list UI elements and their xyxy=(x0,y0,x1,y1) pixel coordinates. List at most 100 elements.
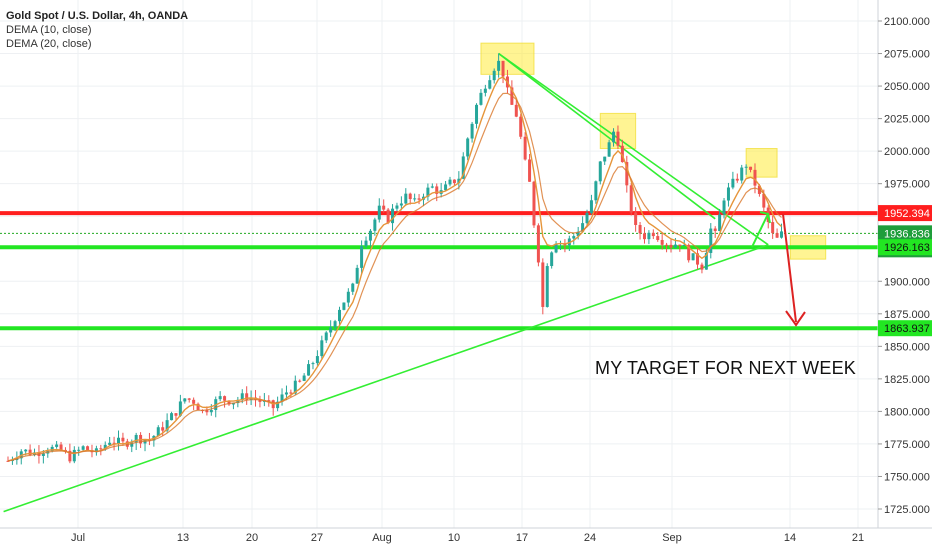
candle-body xyxy=(713,228,717,232)
candle-body xyxy=(651,232,655,237)
chart-title: Gold Spot / U.S. Dollar, 4h, OANDA xyxy=(6,10,189,22)
tag-resistance-label: 1952.394 xyxy=(884,208,930,220)
y-tick-label: 1725.000 xyxy=(884,504,930,516)
chart-grid xyxy=(0,0,878,528)
candle-body xyxy=(497,60,501,71)
tag-support-label: 1926.163 xyxy=(884,242,930,254)
candle-body xyxy=(72,449,76,462)
candle-body xyxy=(519,116,523,137)
candle-body xyxy=(240,393,244,400)
candle-body xyxy=(307,364,311,376)
candle-body xyxy=(112,442,116,444)
candle-body xyxy=(324,332,328,341)
candle-body xyxy=(395,205,399,209)
candle-body xyxy=(589,200,593,213)
candle-body xyxy=(183,398,187,402)
candle-body xyxy=(382,205,386,210)
x-tick-label: 21 xyxy=(852,532,864,544)
y-tick-label: 1975.000 xyxy=(884,179,930,191)
candle-body xyxy=(656,236,660,240)
candle-body xyxy=(293,380,297,394)
candle-body xyxy=(616,131,620,146)
x-tick-label: Aug xyxy=(372,532,392,544)
candle-body xyxy=(59,444,63,450)
candle-body xyxy=(276,401,280,409)
candle-body xyxy=(63,449,67,451)
candle-body xyxy=(642,233,646,240)
candle-body xyxy=(333,321,337,328)
candle-body xyxy=(726,187,730,201)
candle-body xyxy=(329,327,333,333)
projection-arrows xyxy=(751,211,806,327)
highlight-peak-aug xyxy=(480,42,535,75)
candle-body xyxy=(780,231,783,238)
candle-body xyxy=(669,244,673,248)
candle-body xyxy=(541,262,545,307)
candle-body xyxy=(355,267,359,284)
candle-body xyxy=(483,88,487,93)
candle-body xyxy=(620,145,624,163)
candle-body xyxy=(638,224,642,234)
candle-body xyxy=(223,396,227,401)
drop-down-arrow xyxy=(782,213,806,327)
candle-body xyxy=(373,219,377,231)
candle-body xyxy=(342,302,346,310)
candle-body xyxy=(585,212,589,224)
candle-body xyxy=(170,413,174,421)
candle-body xyxy=(594,181,598,201)
candle-body xyxy=(364,240,368,247)
candle-body xyxy=(245,393,249,400)
candle-body xyxy=(426,187,430,197)
chart-legend: Gold Spot / U.S. Dollar, 4h, OANDA DEMA … xyxy=(6,9,188,51)
candle-body xyxy=(625,162,629,186)
candle-body xyxy=(302,375,306,381)
candle-body xyxy=(488,80,492,89)
y-tick-label: 1775.000 xyxy=(884,439,930,451)
candle-body xyxy=(338,309,341,322)
candle-body xyxy=(700,264,704,270)
y-tick-label: 1850.000 xyxy=(884,341,930,353)
candle-body xyxy=(386,209,390,224)
candle-body xyxy=(227,400,231,405)
candle-body xyxy=(209,410,213,413)
candle-body xyxy=(41,453,45,456)
candle-body xyxy=(461,156,465,179)
candle-body xyxy=(501,60,505,77)
candle-body xyxy=(492,70,496,81)
candle-body xyxy=(554,243,558,253)
candle-body xyxy=(470,123,474,139)
horizontal-levels xyxy=(0,211,878,331)
candle-body xyxy=(673,244,677,248)
candle-body xyxy=(514,104,518,117)
candle-body xyxy=(740,167,744,181)
candle-body xyxy=(117,437,120,444)
candle-body xyxy=(744,166,748,168)
candle-body xyxy=(629,185,633,213)
candle-body xyxy=(735,178,739,181)
indicator-dema-10: DEMA (10, close) xyxy=(6,24,92,36)
x-tick-label: Sep xyxy=(662,532,682,544)
trendline-ascending xyxy=(3,244,769,513)
candle-body xyxy=(231,403,235,405)
tag-target-bg xyxy=(878,320,932,337)
y-tick-label: 1800.000 xyxy=(884,406,930,418)
candle-body xyxy=(99,448,103,450)
y-tick-label: 1900.000 xyxy=(884,276,930,288)
candle-body xyxy=(417,198,421,200)
candle-body xyxy=(6,460,10,462)
candle-body xyxy=(311,363,315,365)
candle-body xyxy=(413,198,417,200)
candle-body xyxy=(408,193,412,200)
candle-body xyxy=(581,223,585,232)
candle-body xyxy=(55,444,59,447)
candle-body xyxy=(665,244,669,246)
candle-body xyxy=(722,200,726,215)
candle-body xyxy=(404,193,408,204)
candle-body xyxy=(360,246,364,268)
candle-body xyxy=(130,442,134,447)
tag-target-label: 1863.937 xyxy=(884,323,930,335)
candle-body xyxy=(607,142,611,157)
candle-body xyxy=(475,104,479,124)
